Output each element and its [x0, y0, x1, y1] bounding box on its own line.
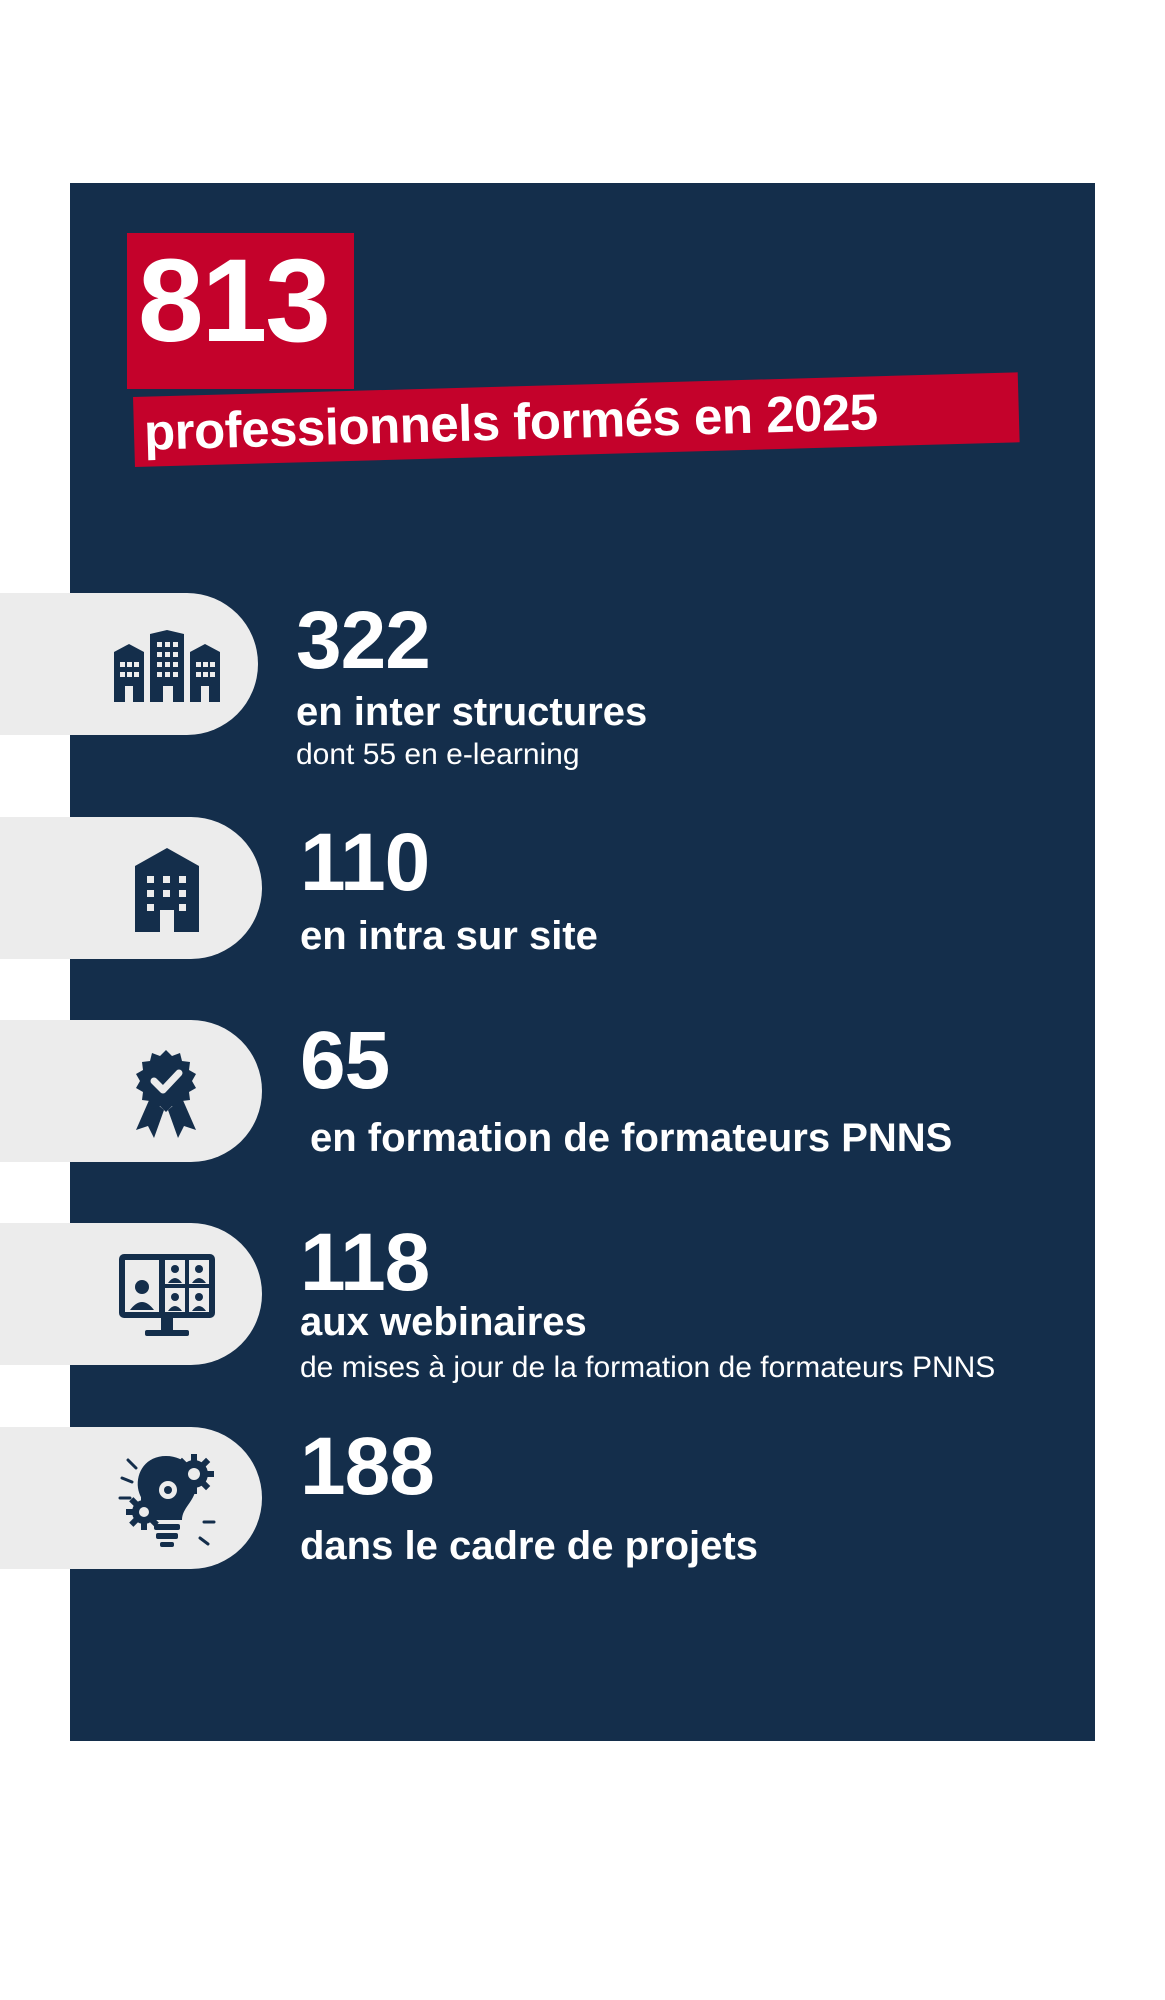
total-number: 813 [138, 235, 331, 367]
stat-value-projets: 188 [300, 1421, 435, 1512]
stat-sub-inter-structures: dont 55 en e-learning [296, 738, 580, 771]
buildings-icon [114, 630, 220, 702]
award-badge-icon [136, 1050, 196, 1138]
stat-sub-webinaires: de mises à jour de la formation de forma… [300, 1351, 996, 1384]
stat-pill-intra-site [0, 817, 262, 959]
stat-label-projets: dans le cadre de projets [300, 1524, 758, 1568]
stat-label-formation-formateurs: en formation de formateurs PNNS [310, 1116, 953, 1160]
office-building-icon [135, 848, 199, 932]
total-highlight-box [127, 233, 354, 389]
stat-label-webinaires: aux webinaires [300, 1300, 587, 1344]
video-conference-icon [119, 1254, 215, 1336]
stat-label-intra-site: en intra sur site [300, 914, 598, 958]
lightbulb-gears-icon [118, 1454, 216, 1547]
stat-value-intra-site: 110 [300, 817, 430, 908]
stat-value-webinaires: 118 [300, 1217, 430, 1308]
stat-pill-formation-formateurs [0, 1020, 262, 1162]
headline-text: professionnels formés en 2025 [143, 382, 879, 461]
stat-value-formation-formateurs: 65 [300, 1015, 390, 1106]
stat-label-inter-structures: en inter structures [296, 690, 648, 734]
stat-value-inter-structures: 322 [296, 595, 431, 686]
